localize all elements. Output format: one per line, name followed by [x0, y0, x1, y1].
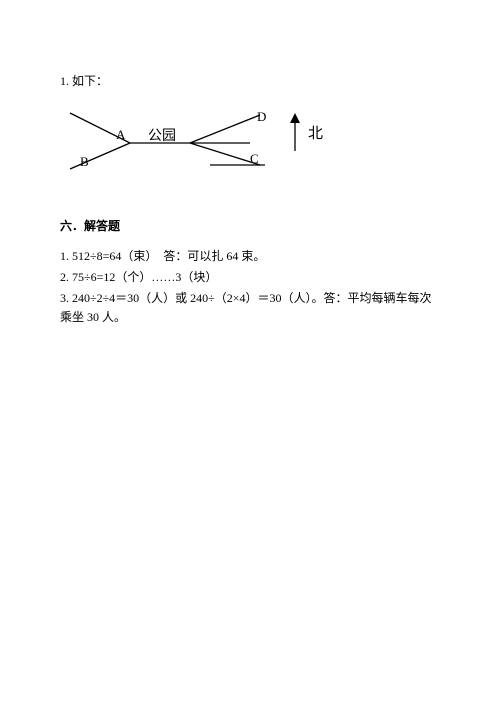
- diagram-label: C: [250, 151, 259, 166]
- diagram-label: 北: [308, 125, 323, 142]
- answer-1: 1. 512÷8=64（束） 答：可以扎 64 束。: [60, 247, 440, 266]
- diagram-container: A B C D 公园 北: [60, 103, 440, 189]
- diagram-line: [190, 115, 260, 143]
- diagram-label: D: [257, 109, 266, 124]
- answer-2: 2. 75÷6=12（个）……3（块）: [60, 268, 440, 287]
- north-arrow-head: [290, 113, 300, 123]
- page-root: 1. 如下： A B C D 公园 北 六．解答题 1. 512÷8=64（束） 答：可以…: [0, 0, 500, 327]
- q1-prefix: 1. 如下：: [60, 72, 440, 91]
- diagram-line: [70, 143, 130, 169]
- answers-block: 1. 512÷8=64（束） 答：可以扎 64 束。 2. 75÷6=12（个）…: [60, 247, 440, 328]
- diagram-label: A: [116, 127, 126, 142]
- diagram-label: 公园: [148, 129, 176, 144]
- diagram-label: B: [80, 154, 89, 169]
- answer-3: 3. 240÷2÷4＝30（人）或 240÷（2×4）＝30（人）。答：平均每辆…: [60, 289, 440, 327]
- park-diagram: A B C D 公园 北: [60, 103, 340, 183]
- section-6-heading: 六．解答题: [60, 217, 440, 236]
